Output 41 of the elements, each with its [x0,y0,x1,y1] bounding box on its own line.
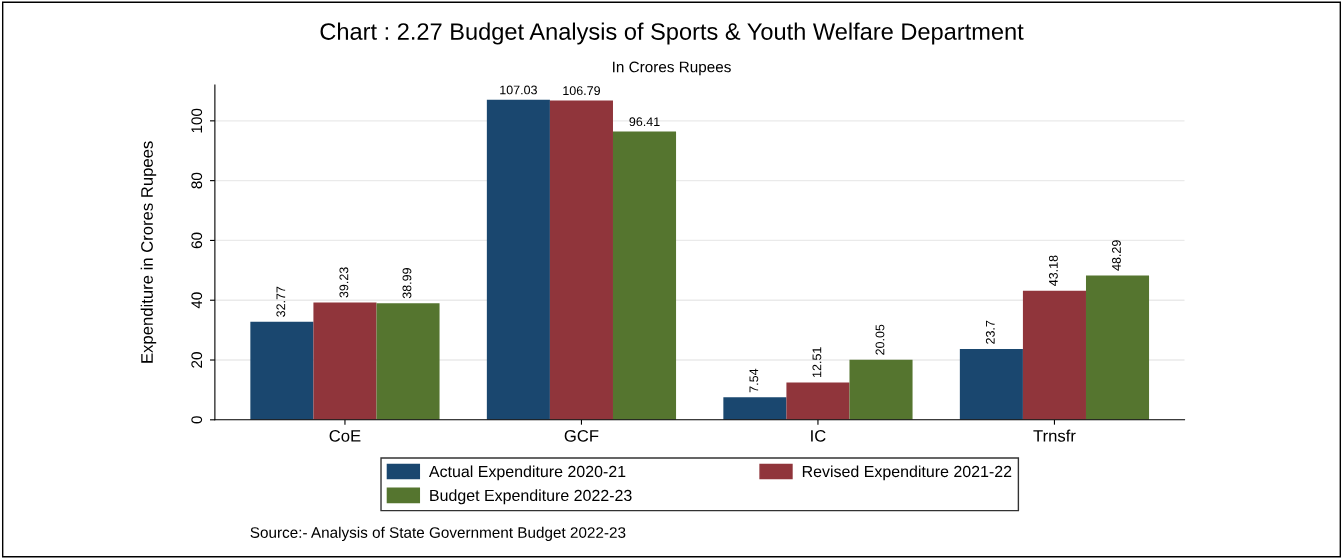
data-label: 39.23 [339,267,349,298]
data-label: 7.54 [749,368,759,393]
bar [1022,290,1086,420]
legend-label: Actual Expenditure 2020-21 [428,465,626,481]
bar [786,382,850,420]
bar [849,359,913,420]
legend-label: Revised Expenditure 2021-22 [802,465,1012,481]
y-tick-label: 0 [191,416,203,424]
y-tick-label: 80 [191,172,203,189]
bar [723,397,787,420]
x-tick-label: Trnsfr [1033,429,1076,442]
x-tick-label: IC [811,429,826,442]
data-label: 43.18 [1048,255,1058,286]
y-tick-label: 40 [191,292,203,309]
y-tick-label: 60 [191,232,203,249]
y-axis-title: Expenditure in Crores Rupees [140,141,157,363]
y-tick-label: 100 [191,108,203,133]
bar [1085,275,1150,420]
data-label: 38.99 [402,268,412,299]
bar [313,302,377,420]
y-tick-label: 20 [191,352,203,368]
x-tick-label: CoE [329,429,361,442]
bar [376,303,440,420]
legend-label: Budget Expenditure 2022-23 [430,489,632,505]
bar [959,348,1023,420]
chart-title: Chart : 2.27 Budget Analysis of Sports & Youth Welfare Department [320,22,1024,45]
data-label: 106.79 [563,86,600,96]
data-label: 20.05 [875,324,885,355]
bar [486,99,550,420]
bar [250,321,314,420]
data-label: 48.29 [1112,240,1121,271]
bar [612,131,677,420]
data-label: 107.03 [500,85,537,95]
chart-subtitle: In Crores Rupees [613,61,731,76]
data-label: 12.51 [812,347,822,377]
bar [549,100,613,420]
x-tick-label: GCF [564,429,599,442]
source-note: Source:- Analysis of State Government Budget 2022-23 [250,526,626,541]
data-label: 23.7 [985,320,995,344]
data-label: 32.77 [276,286,286,317]
data-label: 96.41 [629,117,660,127]
